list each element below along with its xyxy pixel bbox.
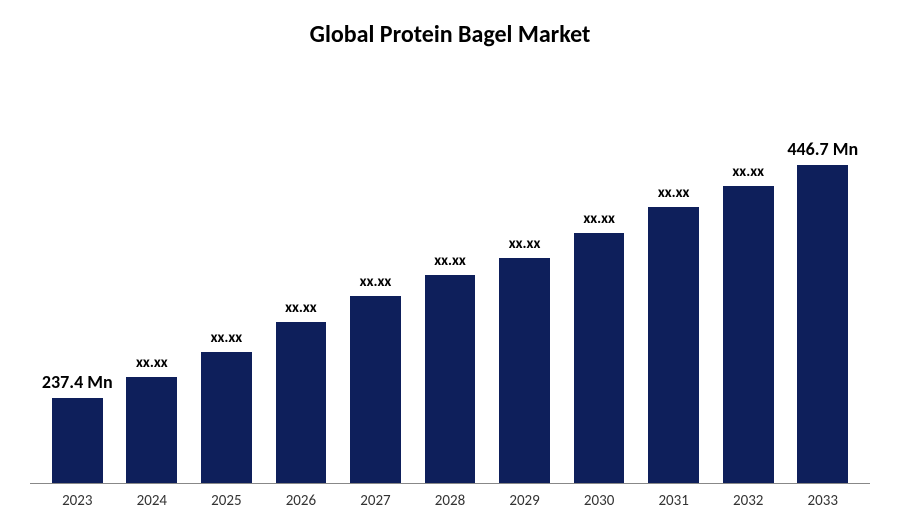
bar [425,275,476,483]
bar [350,296,401,483]
bar [201,352,252,483]
bar-wrapper: xx.xx [115,59,190,483]
bar-label: xx.xx [732,163,764,181]
bar [126,377,177,483]
bar-label: xx.xx [136,354,168,372]
bar-wrapper: xx.xx [562,59,637,483]
chart-container: Global Protein Bagel Market 237.4 Mn xx.… [0,0,900,525]
bar-wrapper: 446.7 Mn [785,59,860,483]
x-axis-label: 2030 [562,492,637,510]
plot-area: 237.4 Mn xx.xx xx.xx xx.xx xx.xx xx.xx x… [30,59,870,484]
bar-label: xx.xx [285,299,317,317]
chart-title: Global Protein Bagel Market [30,20,870,49]
bar-label: xx.xx [211,329,243,347]
bar-wrapper: xx.xx [338,59,413,483]
bar-wrapper: xx.xx [189,59,264,483]
x-axis-label: 2025 [189,492,264,510]
bar-wrapper: xx.xx [264,59,339,483]
bar [648,207,699,483]
x-axis-label: 2029 [487,492,562,510]
bar [499,258,550,483]
bar-label: 237.4 Mn [42,371,113,393]
bar [276,322,327,483]
x-axis: 2023 2024 2025 2026 2027 2028 2029 2030 … [30,484,870,510]
x-axis-label: 2031 [636,492,711,510]
x-axis-label: 2033 [785,492,860,510]
bar-wrapper: xx.xx [487,59,562,483]
bar [797,165,848,483]
x-axis-label: 2024 [115,492,190,510]
x-axis-label: 2032 [711,492,786,510]
bar [52,398,103,483]
bar [723,186,774,483]
bar-wrapper: xx.xx [413,59,488,483]
bar [574,233,625,483]
bar-label: 446.7 Mn [787,138,858,160]
bar-wrapper: xx.xx [636,59,711,483]
bar-wrapper: xx.xx [711,59,786,483]
x-axis-label: 2023 [40,492,115,510]
bar-wrapper: 237.4 Mn [40,59,115,483]
bar-label: xx.xx [658,184,690,202]
x-axis-label: 2028 [413,492,488,510]
bar-label: xx.xx [360,273,392,291]
x-axis-label: 2027 [338,492,413,510]
bar-label: xx.xx [583,210,615,228]
x-axis-label: 2026 [264,492,339,510]
bar-label: xx.xx [509,235,541,253]
bar-label: xx.xx [434,252,466,270]
